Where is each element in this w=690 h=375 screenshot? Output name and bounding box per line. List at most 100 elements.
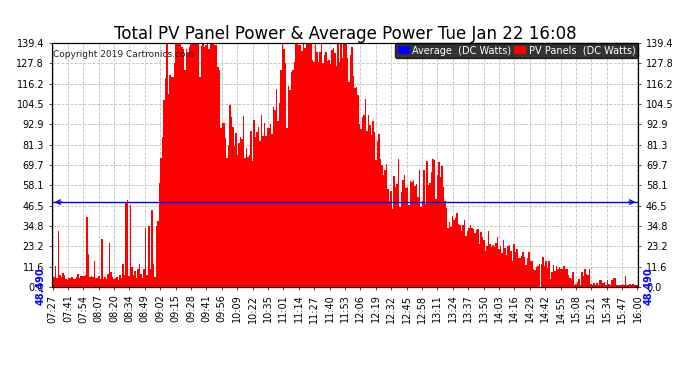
Bar xyxy=(615,285,617,287)
Bar xyxy=(83,276,85,287)
Bar xyxy=(431,172,432,287)
Bar xyxy=(286,128,288,287)
Bar xyxy=(444,201,446,287)
Bar xyxy=(637,285,638,287)
Bar xyxy=(122,264,124,287)
Bar xyxy=(261,115,262,287)
Bar xyxy=(295,43,297,287)
Bar xyxy=(157,221,159,287)
Bar xyxy=(63,275,66,287)
Bar xyxy=(118,280,119,287)
Bar xyxy=(573,285,575,287)
Bar xyxy=(419,170,420,287)
Bar xyxy=(388,201,390,287)
Bar xyxy=(535,270,536,287)
Bar xyxy=(293,70,294,287)
Bar xyxy=(381,165,382,287)
Bar xyxy=(395,187,396,287)
Bar xyxy=(288,86,289,287)
Bar xyxy=(555,266,557,287)
Bar xyxy=(210,43,211,287)
Bar xyxy=(411,182,413,287)
Bar xyxy=(359,124,360,287)
Bar xyxy=(70,278,71,287)
Bar xyxy=(244,158,246,287)
Bar xyxy=(441,166,443,287)
Bar xyxy=(324,55,326,287)
Bar xyxy=(151,210,152,287)
Bar xyxy=(336,66,337,287)
Bar xyxy=(608,284,610,287)
Bar xyxy=(581,272,582,287)
Bar xyxy=(124,275,126,287)
Bar xyxy=(607,280,608,287)
Bar xyxy=(268,128,270,287)
Bar xyxy=(435,199,437,287)
Bar xyxy=(220,128,221,287)
Bar xyxy=(256,132,258,287)
Bar xyxy=(276,89,277,287)
Bar xyxy=(354,88,355,287)
Bar xyxy=(127,200,128,287)
Bar xyxy=(569,278,571,287)
Bar xyxy=(422,201,423,287)
Bar xyxy=(390,191,392,287)
Bar xyxy=(554,271,555,287)
Bar xyxy=(126,204,127,287)
Bar xyxy=(544,266,545,287)
Bar xyxy=(217,67,219,287)
Bar xyxy=(235,133,237,287)
Bar xyxy=(234,146,235,287)
Bar xyxy=(614,278,615,287)
Bar xyxy=(132,267,133,287)
Bar xyxy=(142,278,144,287)
Bar xyxy=(208,50,210,287)
Bar xyxy=(627,285,628,287)
Bar xyxy=(61,277,62,287)
Bar xyxy=(58,231,59,287)
Bar xyxy=(137,269,139,287)
Bar xyxy=(328,60,330,287)
Bar xyxy=(520,258,521,287)
Bar xyxy=(526,266,527,287)
Bar xyxy=(100,279,101,287)
Bar xyxy=(533,269,535,287)
Bar xyxy=(568,275,569,287)
Bar xyxy=(119,275,121,287)
Bar xyxy=(340,43,342,287)
Bar xyxy=(620,285,622,287)
Bar xyxy=(312,60,313,287)
Bar xyxy=(566,269,568,287)
Bar xyxy=(493,245,494,287)
Bar xyxy=(437,175,438,287)
Bar xyxy=(117,277,118,287)
Bar xyxy=(271,134,273,287)
Bar xyxy=(298,45,300,287)
Bar xyxy=(507,246,509,287)
Bar xyxy=(294,62,295,287)
Bar xyxy=(549,279,551,287)
Bar xyxy=(229,105,230,287)
Bar xyxy=(465,236,467,287)
Bar xyxy=(366,131,368,287)
Bar xyxy=(363,115,364,287)
Bar xyxy=(337,43,339,287)
Bar xyxy=(404,176,405,287)
Bar xyxy=(302,51,303,287)
Bar xyxy=(145,228,146,287)
Bar xyxy=(488,231,489,287)
Bar xyxy=(115,278,117,287)
Bar xyxy=(309,43,310,287)
Bar xyxy=(192,43,193,287)
Bar xyxy=(633,285,635,287)
Bar xyxy=(598,285,599,287)
Bar xyxy=(53,277,55,287)
Bar xyxy=(426,160,428,287)
Bar xyxy=(161,137,163,287)
Bar xyxy=(410,181,411,287)
Bar xyxy=(469,228,470,287)
Bar xyxy=(601,280,602,287)
Bar xyxy=(380,159,381,287)
Bar xyxy=(545,261,546,287)
Bar xyxy=(457,225,460,287)
